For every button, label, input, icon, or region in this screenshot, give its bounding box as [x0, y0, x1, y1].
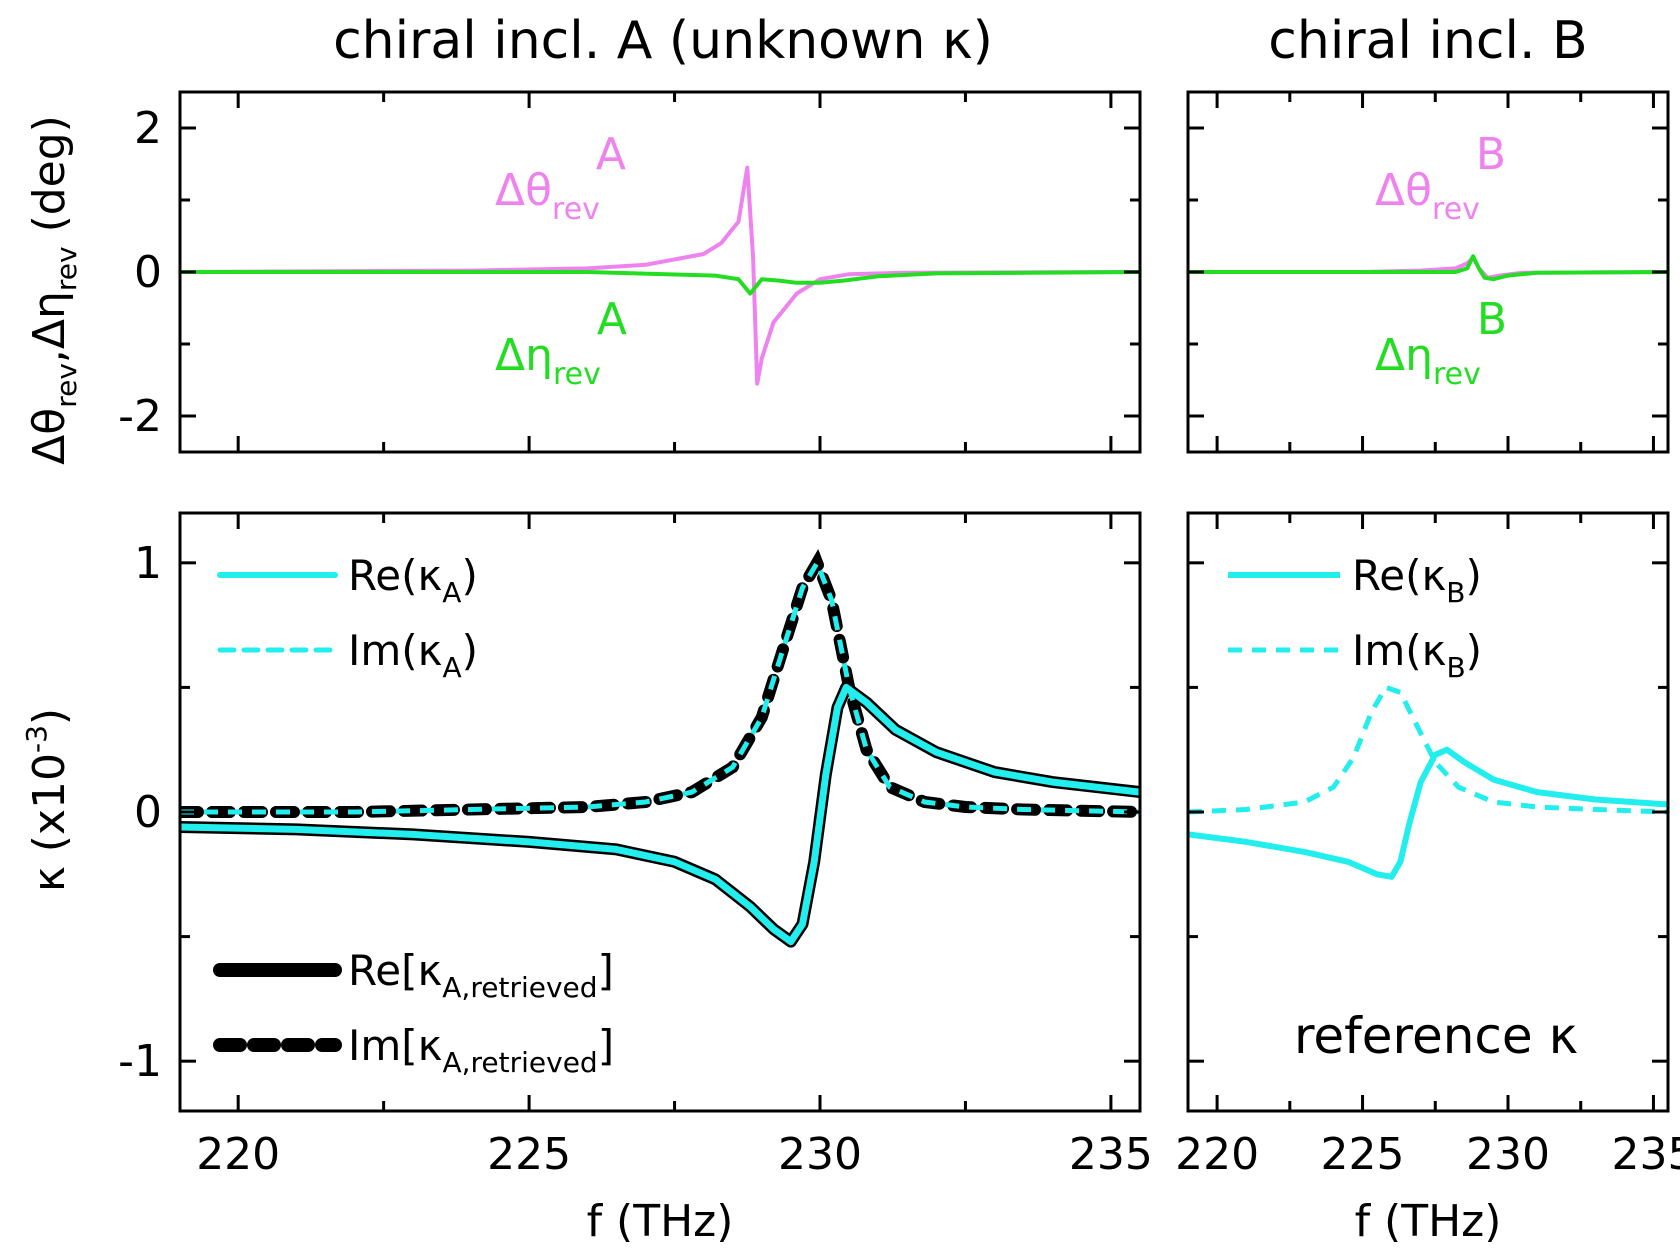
y-tick-label: 0: [134, 787, 162, 838]
legend-label-end: ]: [598, 946, 614, 995]
x-tick-label: 220: [1175, 1129, 1259, 1180]
y-axis-title-top: Δθrev,Δηrev (deg): [24, 115, 83, 465]
legend-label: Re(κA): [348, 551, 478, 609]
legend-label: Im(κB): [1352, 626, 1482, 684]
series-line-theta-top-right: [1188, 255, 1668, 280]
series-line-re-kappa-b: [1188, 746, 1668, 880]
legend-label: Re(κB): [1352, 551, 1482, 609]
x-tick-label: 230: [778, 1129, 862, 1180]
legend-label-main: Re(κ: [348, 551, 442, 600]
curve-label-theta: Δθrev A: [495, 129, 626, 227]
legend-label-main: Im(κ: [1352, 626, 1446, 675]
legend-label-sub: A: [442, 576, 461, 609]
curve-label-sub: rev: [1432, 192, 1480, 227]
plot-area-bottom-left: [180, 549, 1140, 948]
legend-label-main: Re(κ: [1352, 551, 1446, 600]
curve-label-sub: rev: [553, 357, 601, 392]
y-axis-title-top-part2: ,Δη: [24, 291, 75, 363]
x-tick-label: 235: [1611, 1129, 1680, 1180]
title-right: chiral incl. B: [1268, 11, 1587, 71]
legend-label: Im[κA,retrieved]: [348, 1021, 614, 1079]
plot-area-bottom-right: [1188, 684, 1668, 880]
legend-label-sub: A: [442, 651, 461, 684]
curve-label-main: Δη: [495, 330, 553, 381]
x-tick-label: 225: [487, 1129, 571, 1180]
y-tick-label: -2: [118, 391, 162, 442]
legend-label-sub: A,retrieved: [442, 971, 597, 1004]
series-line-im-kappa-b: [1188, 684, 1668, 815]
plot-area-top-right: [1188, 254, 1668, 282]
curve-label-sup: B: [1477, 294, 1507, 345]
y-tick-label: 0: [134, 247, 162, 298]
legend-label: Im(κA): [348, 626, 478, 684]
curve-label-sub: rev: [1433, 357, 1481, 392]
x-tick-label: 235: [1069, 1129, 1153, 1180]
y-axis-title-top-part1: Δθ: [24, 408, 75, 465]
x-axis-title: f (THz): [1355, 1196, 1502, 1247]
legend-label-end: ]: [598, 1021, 614, 1070]
y-axis-title-top-sub1: rev: [50, 363, 83, 408]
curve-label-eta: Δηrev A: [495, 294, 627, 392]
legend-label-sub: B: [1446, 651, 1465, 684]
title-left: chiral incl. A (unknown κ): [333, 11, 993, 71]
x-tick-label: 220: [196, 1129, 280, 1180]
y-axis-title-bottom-part2: ): [24, 708, 75, 725]
y-axis-title-bottom: κ (x10-3): [20, 708, 75, 892]
curve-label-main: Δθ: [495, 165, 552, 216]
reference-label: reference κ: [1294, 1007, 1578, 1065]
y-tick-label: 2: [134, 103, 162, 154]
y-axis-title-bottom-sup: -3: [20, 725, 53, 753]
y-axis-title-bottom-part1: κ (x10: [24, 753, 75, 892]
y-axis-title-top-part3: (deg): [24, 115, 75, 246]
plot-area-top-left: [180, 165, 1140, 386]
x-tick-label: 230: [1466, 1129, 1550, 1180]
legend-label-sub: A,retrieved: [442, 1046, 597, 1079]
series-line-eta-top-left: [180, 270, 1140, 296]
series-line-re-kappa-a: [180, 683, 1140, 946]
legend-label-main: Re[κ: [348, 946, 442, 995]
curve-label-sub: rev: [552, 192, 600, 227]
legend-label-main: Im(κ: [348, 626, 442, 675]
x-tick-label: 225: [1321, 1129, 1405, 1180]
series-line-im-kappa-a: [180, 557, 1140, 815]
legend-label-end: ): [1466, 626, 1482, 675]
series-line-eta-top-right: [1188, 254, 1668, 282]
curve-label-main: Δθ: [1375, 165, 1432, 216]
legend-label-main: Im[κ: [348, 1021, 442, 1070]
series-line-theta-top-left: [180, 165, 1140, 386]
y-axis-title-top-sub2: rev: [50, 246, 83, 291]
legend-label-end: ): [1466, 551, 1482, 600]
curve-label-sup: A: [596, 129, 626, 180]
legend-label-sub: B: [1446, 576, 1465, 609]
legend-label-end: ): [461, 551, 477, 600]
curve-label-eta: Δηrev B: [1375, 294, 1507, 392]
y-tick-label: 1: [134, 538, 162, 589]
legend-label: Re[κA,retrieved]: [348, 946, 614, 1004]
legend-label-end: ): [462, 626, 478, 675]
curve-label-theta: Δθrev B: [1375, 129, 1506, 227]
curve-label-main: Δη: [1375, 330, 1433, 381]
y-tick-label: -1: [118, 1036, 162, 1087]
x-axis-title: f (THz): [587, 1196, 734, 1247]
curve-label-sup: A: [597, 294, 627, 345]
curve-label-sup: B: [1476, 129, 1506, 180]
